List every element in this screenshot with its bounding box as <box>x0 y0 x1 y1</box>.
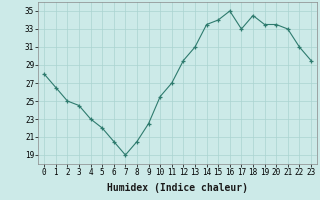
X-axis label: Humidex (Indice chaleur): Humidex (Indice chaleur) <box>107 183 248 193</box>
